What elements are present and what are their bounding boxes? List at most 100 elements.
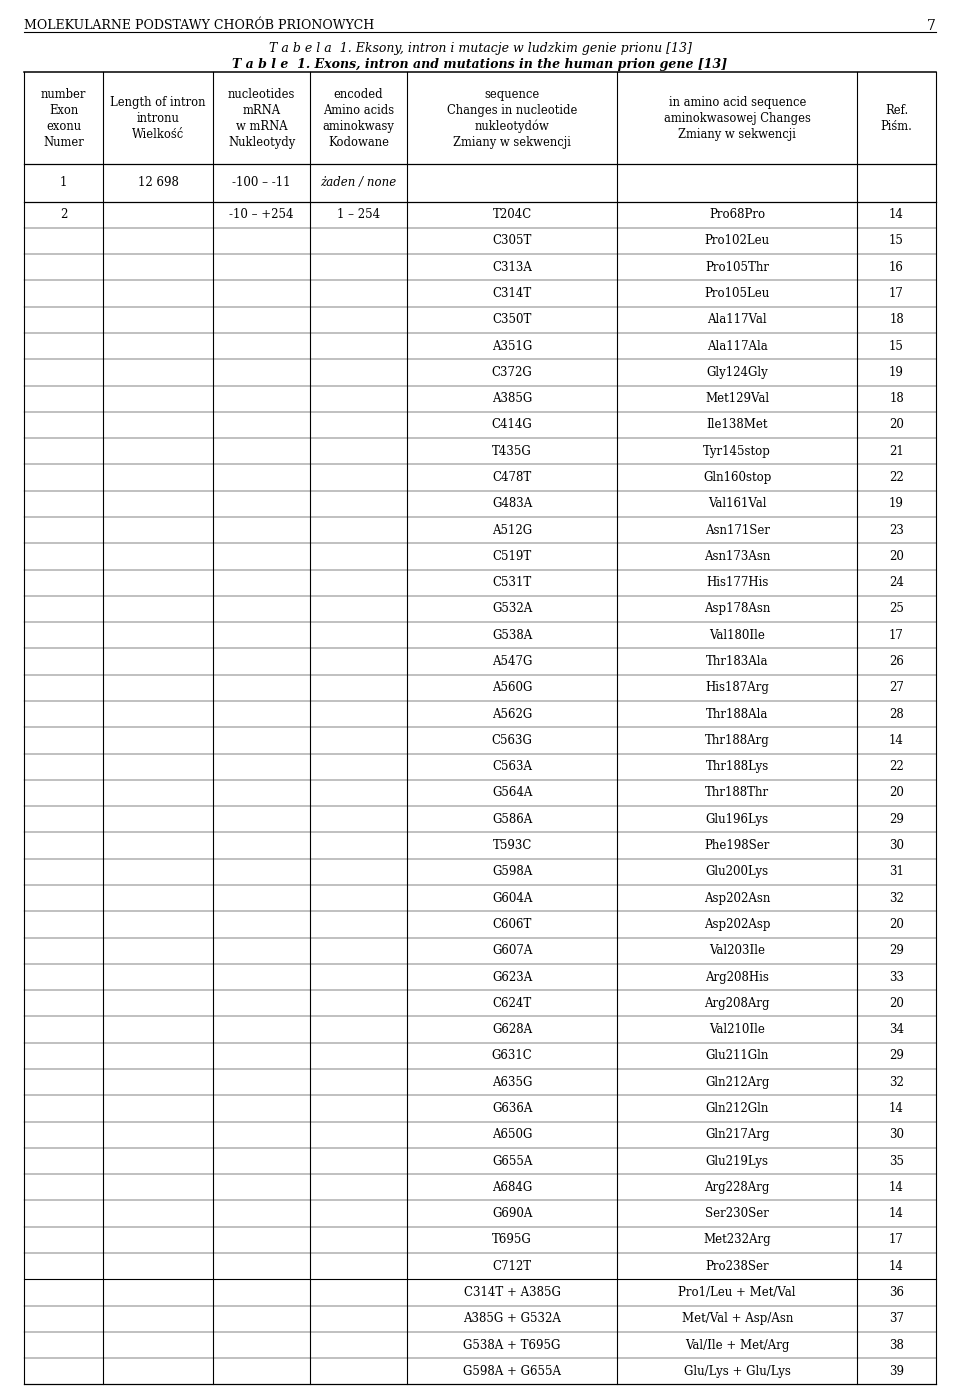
Text: A547G: A547G [492, 655, 532, 669]
Text: C305T: C305T [492, 235, 532, 247]
Text: Asp178Asn: Asp178Asn [704, 602, 770, 616]
Text: Thr183Ala: Thr183Ala [706, 655, 768, 669]
Text: T a b e l a  1. Eksony, intron i mutacje w ludzkim genie prionu [13]: T a b e l a 1. Eksony, intron i mutacje … [269, 42, 691, 54]
Text: G538A: G538A [492, 628, 532, 642]
Text: A560G: A560G [492, 681, 532, 695]
Text: Met232Arg: Met232Arg [704, 1233, 771, 1247]
Text: 24: 24 [889, 577, 904, 589]
Text: MOLEKULARNE PODSTAWY CHORÓB PRIONOWYCH: MOLEKULARNE PODSTAWY CHORÓB PRIONOWYCH [24, 18, 374, 32]
Text: C372G: C372G [492, 366, 533, 379]
Text: C414G: C414G [492, 418, 533, 431]
Text: 15: 15 [889, 339, 904, 353]
Text: Pro102Leu: Pro102Leu [705, 235, 770, 247]
Text: 14: 14 [889, 1102, 904, 1115]
Text: T593C: T593C [492, 840, 532, 852]
Text: C531T: C531T [492, 577, 532, 589]
Text: Arg208Arg: Arg208Arg [705, 997, 770, 1009]
Text: żaden / none: żaden / none [321, 177, 396, 189]
Text: G636A: G636A [492, 1102, 532, 1115]
Text: 37: 37 [889, 1312, 904, 1325]
Text: 19: 19 [889, 498, 904, 510]
Text: A650G: A650G [492, 1129, 532, 1141]
Text: 30: 30 [889, 1129, 904, 1141]
Text: C314T + A385G: C314T + A385G [464, 1286, 561, 1298]
Text: C563A: C563A [492, 760, 532, 773]
Text: 2: 2 [60, 208, 67, 221]
Text: 34: 34 [889, 1023, 904, 1036]
Text: Phe198Ser: Phe198Ser [705, 840, 770, 852]
Text: C624T: C624T [492, 997, 532, 1009]
Text: Thr188Ala: Thr188Ala [706, 708, 768, 720]
Text: Asn173Asn: Asn173Asn [704, 550, 770, 563]
Text: nucleotides: nucleotides [228, 88, 296, 100]
Text: Met/Val + Asp/Asn: Met/Val + Asp/Asn [682, 1312, 793, 1325]
Text: G607A: G607A [492, 944, 532, 958]
Text: 21: 21 [889, 445, 904, 457]
Text: Pro105Leu: Pro105Leu [705, 288, 770, 300]
Text: 36: 36 [889, 1286, 904, 1298]
Text: Length of intron: Length of intron [110, 96, 205, 108]
Text: Nukleotydy: Nukleotydy [228, 136, 296, 149]
Text: Numer: Numer [43, 136, 84, 149]
Text: 1: 1 [60, 177, 67, 189]
Text: Asp202Asn: Asp202Asn [704, 891, 770, 905]
Text: 15: 15 [889, 235, 904, 247]
Text: Asp202Asp: Asp202Asp [704, 917, 771, 931]
Text: Kodowane: Kodowane [328, 136, 389, 149]
Text: His177His: His177His [706, 577, 768, 589]
Text: G655A: G655A [492, 1155, 532, 1168]
Text: G564A: G564A [492, 787, 532, 799]
Text: C606T: C606T [492, 917, 532, 931]
Text: G586A: G586A [492, 813, 532, 826]
Text: Ser230Ser: Ser230Ser [706, 1207, 769, 1220]
Text: Gln160stop: Gln160stop [703, 471, 772, 484]
Text: Asn171Ser: Asn171Ser [705, 524, 770, 537]
Text: encoded: encoded [334, 88, 383, 100]
Text: A512G: A512G [492, 524, 532, 537]
Text: 23: 23 [889, 524, 904, 537]
Text: A385G + G532A: A385G + G532A [463, 1312, 561, 1325]
Text: Zmiany w sekwencji: Zmiany w sekwencji [679, 128, 796, 140]
Text: 19: 19 [889, 366, 904, 379]
Text: 29: 29 [889, 1049, 904, 1062]
Text: Thr188Lys: Thr188Lys [706, 760, 769, 773]
Text: -10 – +254: -10 – +254 [229, 208, 294, 221]
Text: Arg208His: Arg208His [706, 970, 769, 984]
Text: Glu196Lys: Glu196Lys [706, 813, 769, 826]
Text: aminokwasowej Changes: aminokwasowej Changes [663, 111, 810, 125]
Text: A351G: A351G [492, 339, 532, 353]
Text: sequence: sequence [485, 88, 540, 100]
Text: 20: 20 [889, 917, 904, 931]
Text: Gln217Arg: Gln217Arg [705, 1129, 770, 1141]
Text: Met129Val: Met129Val [706, 392, 769, 406]
Text: exonu: exonu [46, 120, 81, 132]
Text: T204C: T204C [492, 208, 532, 221]
Text: G604A: G604A [492, 891, 532, 905]
Text: Arg228Arg: Arg228Arg [705, 1180, 770, 1194]
Text: C563G: C563G [492, 734, 533, 746]
Text: 27: 27 [889, 681, 904, 695]
Text: 30: 30 [889, 840, 904, 852]
Text: Val/Ile + Met/Arg: Val/Ile + Met/Arg [685, 1339, 789, 1351]
Text: 20: 20 [889, 418, 904, 431]
Text: G598A + G655A: G598A + G655A [463, 1365, 561, 1377]
Text: Amino acids: Amino acids [323, 104, 394, 117]
Text: number: number [40, 88, 86, 100]
Text: Gly124Gly: Gly124Gly [707, 366, 768, 379]
Text: 29: 29 [889, 944, 904, 958]
Text: w mRNA: w mRNA [236, 120, 287, 132]
Text: C519T: C519T [492, 550, 532, 563]
Text: 33: 33 [889, 970, 904, 984]
Text: 39: 39 [889, 1365, 904, 1377]
Text: 14: 14 [889, 208, 904, 221]
Text: 26: 26 [889, 655, 904, 669]
Text: 17: 17 [889, 1233, 904, 1247]
Text: -100 – -11: -100 – -11 [232, 177, 291, 189]
Text: G690A: G690A [492, 1207, 532, 1220]
Text: T695G: T695G [492, 1233, 532, 1247]
Text: Glu219Lys: Glu219Lys [706, 1155, 769, 1168]
Text: C314T: C314T [492, 288, 532, 300]
Text: 32: 32 [889, 891, 904, 905]
Text: 31: 31 [889, 866, 904, 878]
Text: 25: 25 [889, 602, 904, 616]
